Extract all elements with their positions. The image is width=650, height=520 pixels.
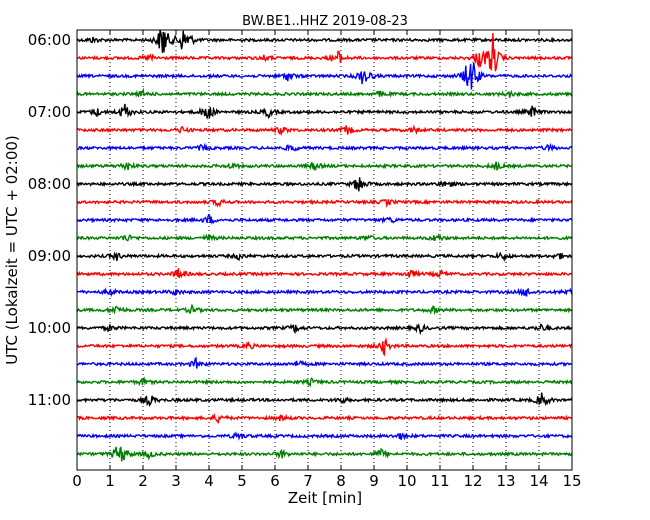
x-tick-label: 11 xyxy=(430,472,449,490)
x-tick-label: 0 xyxy=(72,472,82,490)
trace-0715 xyxy=(76,124,573,137)
trace-0930 xyxy=(76,287,573,298)
chart-title: BW.BE1..HHZ 2019-08-23 xyxy=(242,14,408,29)
x-tick-label: 10 xyxy=(397,472,416,490)
trace-0815 xyxy=(76,198,573,209)
trace-1045 xyxy=(76,376,573,388)
x-tick-label: 13 xyxy=(496,472,515,490)
x-tick-label: 12 xyxy=(463,472,482,490)
trace-1030 xyxy=(76,356,573,369)
trace-0700 xyxy=(76,103,573,120)
x-tick-label: 3 xyxy=(171,472,181,490)
x-tick-label: 14 xyxy=(529,472,548,490)
y-axis-label: UTC (Lokalzeit = UTC + 02:00) xyxy=(3,135,21,365)
x-tick-label: 2 xyxy=(138,472,148,490)
trace-0730 xyxy=(76,142,573,153)
y-tick-label: 06:00 xyxy=(28,31,71,49)
x-tick-label: 1 xyxy=(105,472,115,490)
trace-0800 xyxy=(76,177,573,192)
x-tick-label: 4 xyxy=(204,472,214,490)
x-tick-label: 6 xyxy=(270,472,280,490)
y-tick-label: 09:00 xyxy=(28,247,71,265)
trace-0615 xyxy=(76,33,573,72)
x-tick-label: 15 xyxy=(562,472,581,490)
trace-1000 xyxy=(76,323,573,336)
x-tick-label: 8 xyxy=(336,472,346,490)
trace-1015 xyxy=(76,337,573,357)
trace-1130 xyxy=(76,431,573,441)
trace-0645 xyxy=(76,87,573,98)
trace-1100 xyxy=(76,392,573,407)
plot-frame xyxy=(76,29,573,471)
x-tick-label: 9 xyxy=(369,472,379,490)
trace-1115 xyxy=(76,412,573,424)
y-ticks: 06:00 07:00 08:00 09:00 10:00 11:00 xyxy=(28,31,572,409)
x-tick-label: 5 xyxy=(237,472,247,490)
y-tick-label: 07:00 xyxy=(28,103,71,121)
trace-0830 xyxy=(76,213,573,226)
x-ticks: 0 1 2 3 4 5 6 7 8 9 10 11 12 13 14 15 xyxy=(72,30,582,490)
trace-0845 xyxy=(76,233,573,242)
trace-0915 xyxy=(76,268,573,279)
trace-0945 xyxy=(76,303,573,316)
traces xyxy=(76,30,573,462)
trace-0630 xyxy=(76,62,573,90)
trace-0745 xyxy=(76,160,572,172)
x-tick-label: 7 xyxy=(303,472,313,490)
trace-1145 xyxy=(76,446,573,462)
x-gridlines xyxy=(109,30,540,470)
trace-0600 xyxy=(76,30,573,53)
y-tick-label: 10:00 xyxy=(28,319,71,337)
y-tick-label: 08:00 xyxy=(28,175,71,193)
trace-0900 xyxy=(76,251,573,263)
y-tick-label: 11:00 xyxy=(28,391,71,409)
x-axis-label: Zeit [min] xyxy=(288,489,362,507)
